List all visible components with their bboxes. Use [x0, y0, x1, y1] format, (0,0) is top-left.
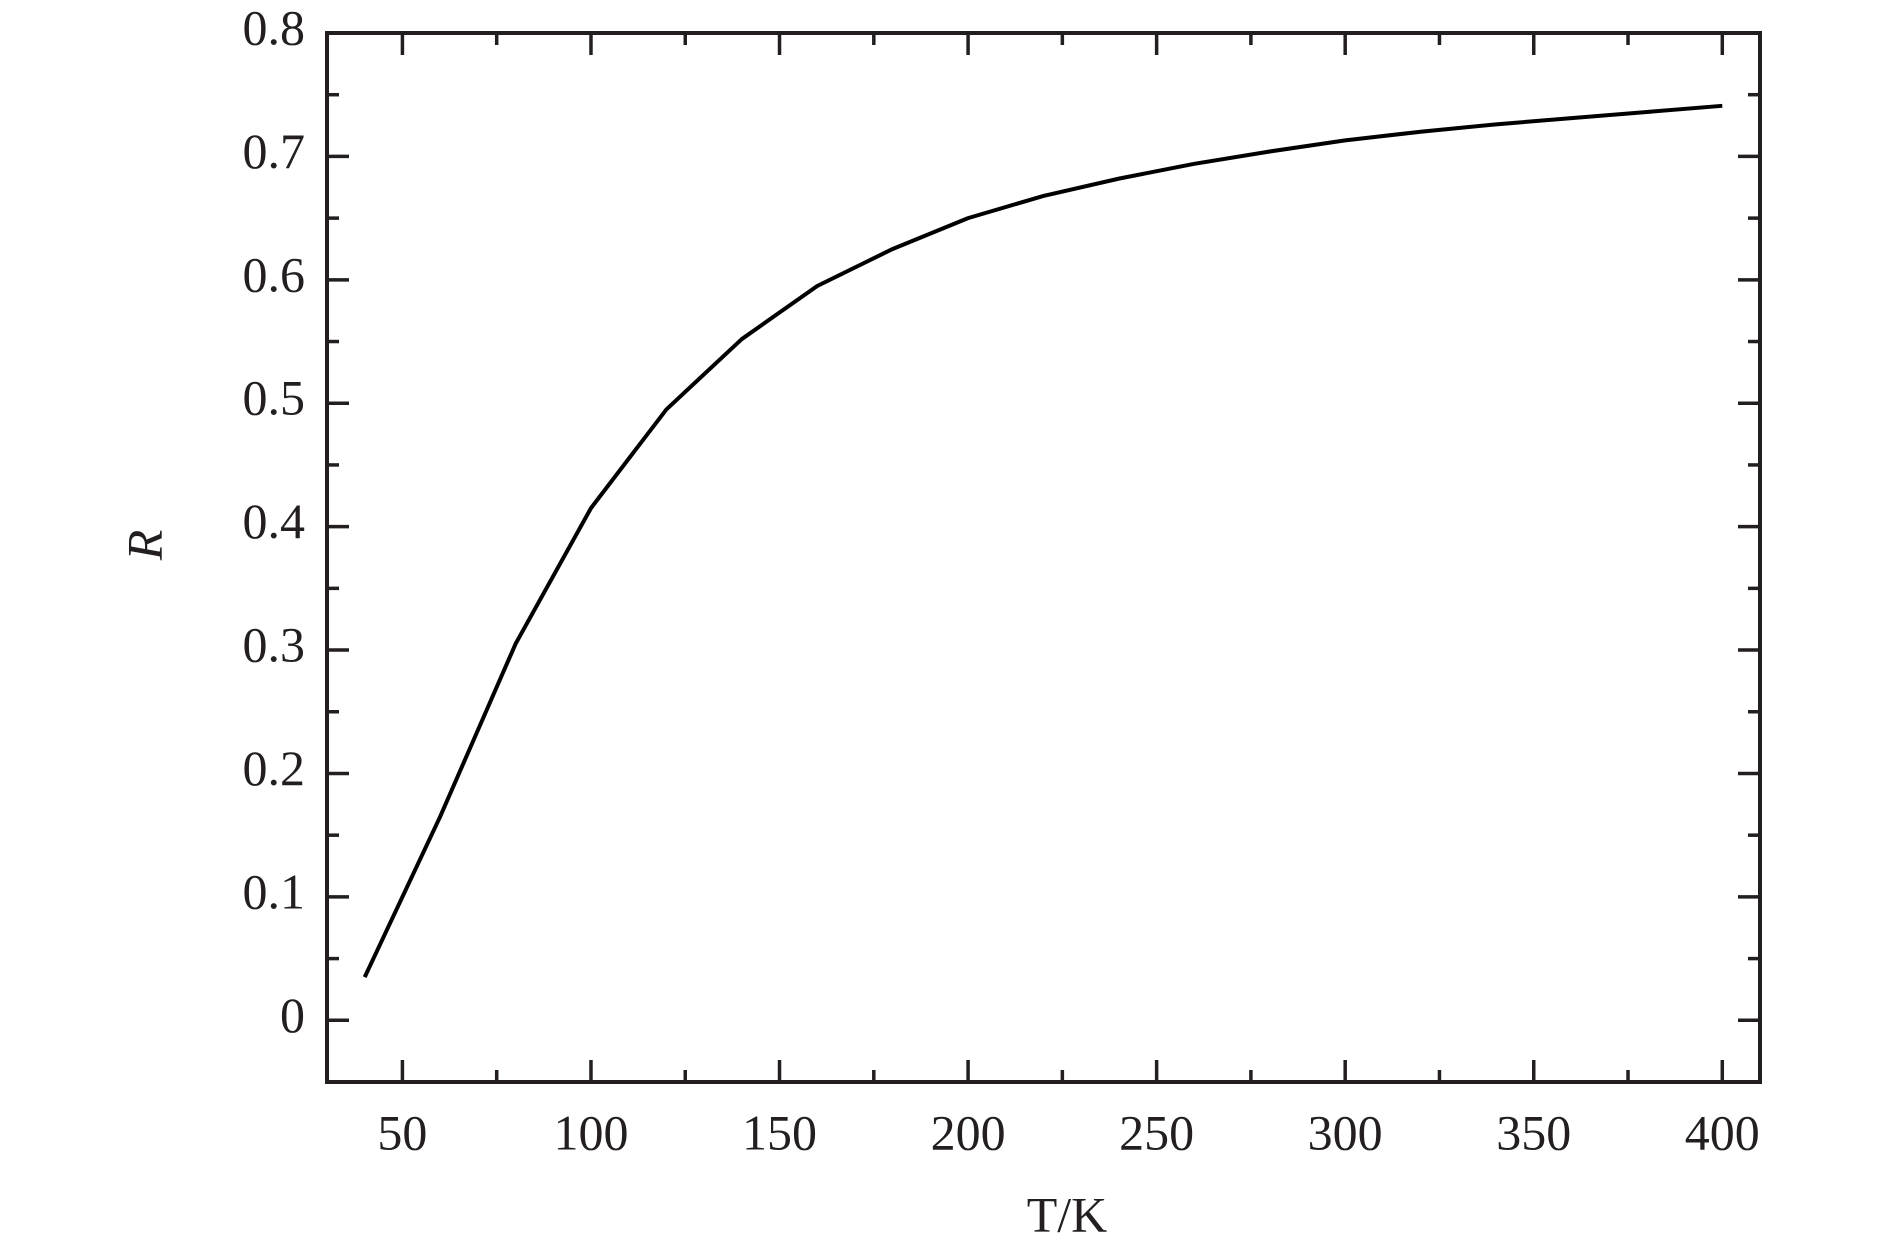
y-tick-label: 0.7 — [243, 123, 306, 179]
x-tick-label: 150 — [742, 1104, 817, 1160]
x-axis-label: T/K — [1027, 1186, 1108, 1242]
y-tick-label: 0.8 — [243, 0, 306, 55]
x-tick-label: 100 — [553, 1104, 628, 1160]
x-tick-label: 250 — [1119, 1104, 1194, 1160]
y-tick-label: 0.1 — [243, 863, 306, 919]
plot-frame — [325, 31, 1762, 1084]
x-tick-label: 350 — [1496, 1104, 1571, 1160]
y-tick-label: 0.4 — [243, 493, 306, 549]
x-tick-label: 400 — [1685, 1104, 1760, 1160]
y-tick-label: 0.5 — [243, 370, 306, 426]
y-tick-label: 0 — [280, 987, 305, 1043]
y-tick-label: 0.3 — [243, 617, 306, 673]
y-axis-label: R — [116, 530, 172, 562]
x-tick-label: 300 — [1308, 1104, 1383, 1160]
y-tick-label: 0.2 — [243, 740, 306, 796]
line — [362, 103, 1723, 978]
x-tick-label: 50 — [377, 1104, 427, 1160]
x-tick-label: 200 — [931, 1104, 1006, 1160]
y-tick-label: 0.6 — [243, 246, 306, 302]
